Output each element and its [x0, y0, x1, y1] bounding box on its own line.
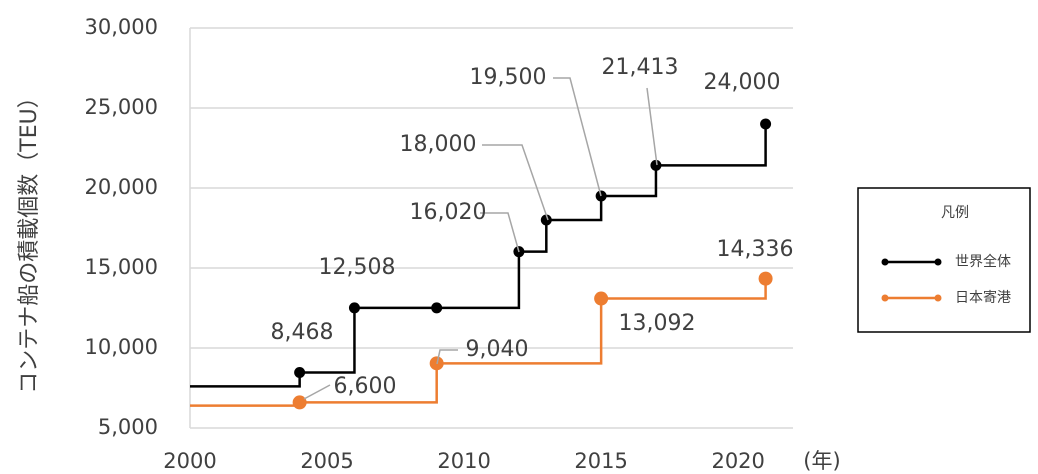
point — [540, 214, 552, 226]
y-tick-label: 15,000 — [85, 255, 158, 279]
y-tick-label: 25,000 — [85, 95, 158, 119]
leader-line — [646, 87, 658, 166]
data-label: 13,092 — [619, 311, 696, 336]
data-label: 18,000 — [400, 132, 477, 157]
x-tick-label: 2000 — [163, 449, 216, 473]
legend-label: 世界全体 — [955, 253, 1011, 270]
y-tick-label: 5,000 — [98, 415, 158, 439]
data-label: 16,020 — [410, 200, 487, 225]
data-label: 24,000 — [704, 70, 781, 95]
legend-marker — [934, 294, 942, 302]
data-label: 8,468 — [271, 320, 334, 345]
point — [758, 271, 773, 286]
legend-marker — [881, 294, 889, 302]
point — [594, 291, 609, 306]
legend-marker — [934, 258, 942, 266]
leader-line — [303, 384, 331, 400]
legend-label: 日本寄港 — [955, 289, 1011, 306]
x-tick-label: 2020 — [711, 449, 764, 473]
legend-marker — [881, 258, 889, 266]
data-label: 19,500 — [470, 65, 547, 90]
data-label: 14,336 — [717, 237, 794, 262]
point — [294, 367, 306, 379]
x-tick-label: 2005 — [300, 449, 353, 473]
data-label: 9,040 — [466, 337, 529, 362]
point — [650, 159, 662, 171]
point — [595, 190, 607, 202]
y-tick-label: 20,000 — [85, 175, 158, 199]
point — [760, 118, 772, 130]
leader-line — [480, 212, 520, 253]
point — [292, 395, 307, 410]
y-tick-label: 10,000 — [85, 335, 158, 359]
y-axis-label: コンテナ船の積載個数（TEU） — [17, 86, 42, 393]
step-line — [190, 124, 767, 388]
data-label: 6,600 — [334, 374, 397, 399]
y-tick-label: 30,000 — [85, 15, 158, 39]
x-axis-unit: (年) — [803, 449, 840, 473]
leader-line — [553, 77, 602, 197]
x-tick-label: 2015 — [574, 449, 627, 473]
leader-line — [482, 144, 549, 221]
legend-title: 凡例 — [941, 205, 969, 221]
point — [431, 302, 443, 314]
x-tick-label: 2010 — [437, 449, 490, 473]
point — [348, 302, 360, 314]
leader-line — [436, 349, 458, 365]
data-label: 12,508 — [319, 255, 396, 280]
data-label: 21,413 — [602, 55, 679, 80]
